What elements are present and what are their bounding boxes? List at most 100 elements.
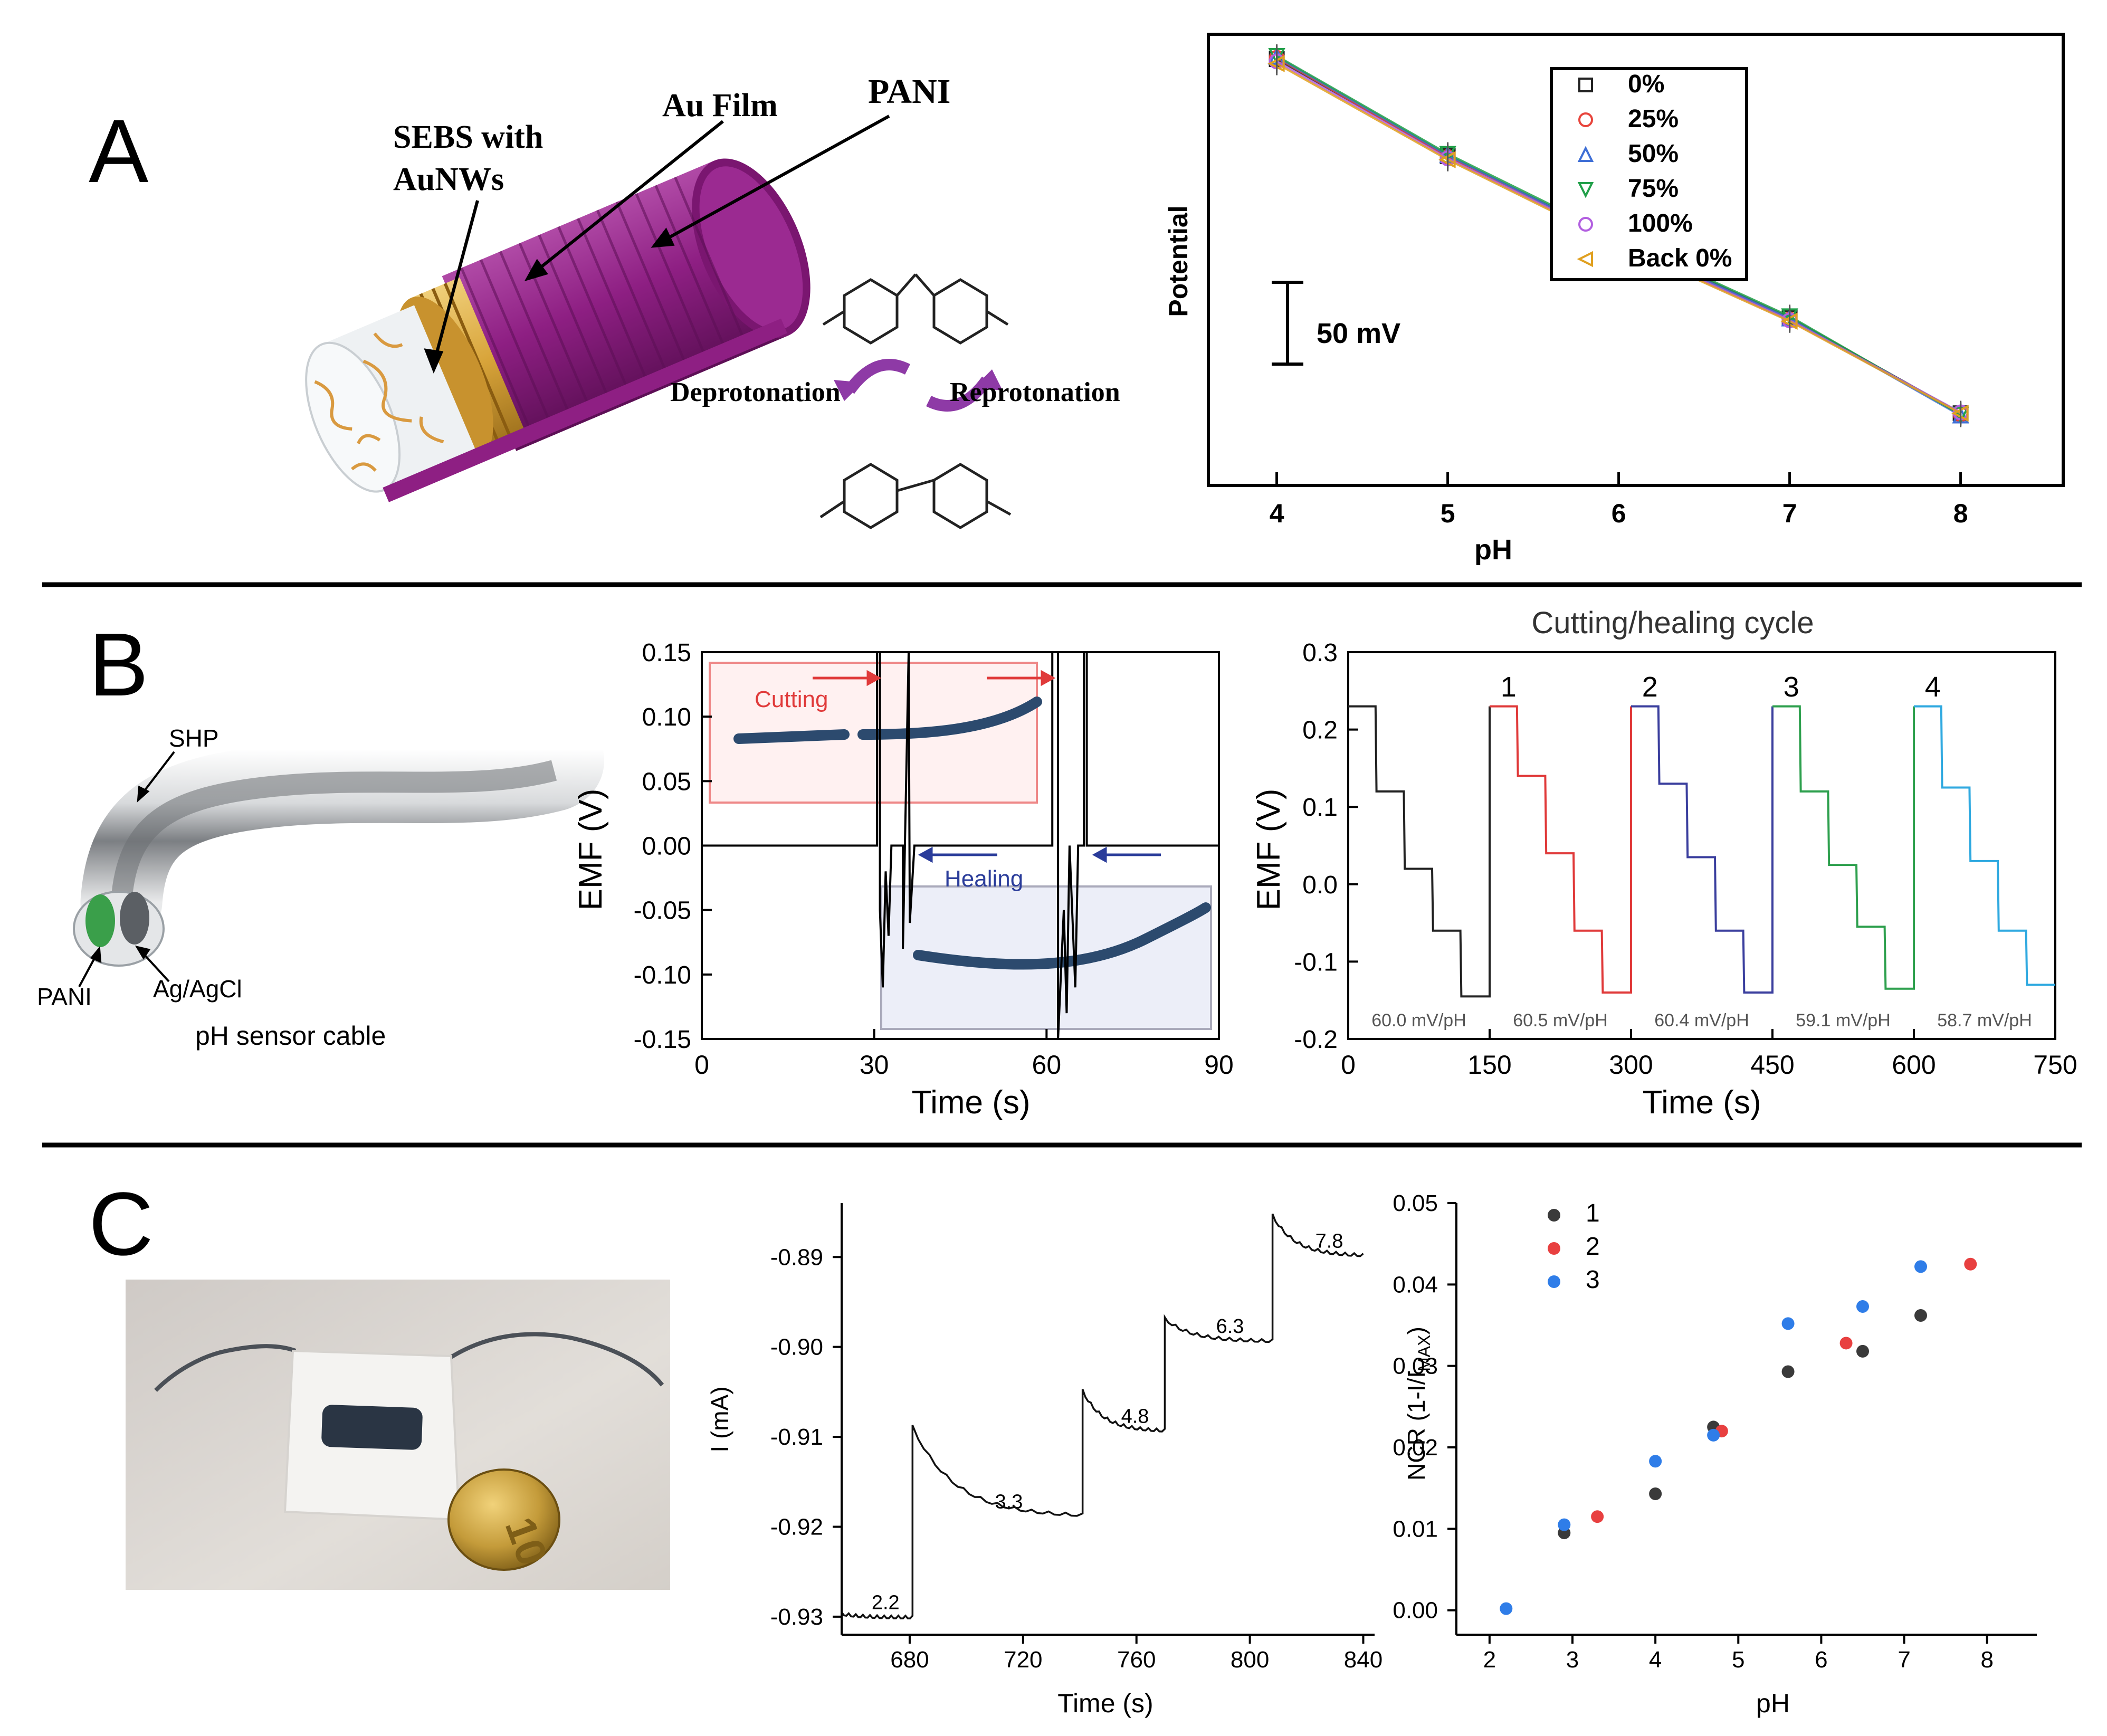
- y-tick-label: -0.15: [634, 1026, 691, 1054]
- ph-sensor-cable-illustration: SHP PANI Ag/AgCl pH sensor cable: [37, 708, 604, 1051]
- x-tick-label: 8: [1980, 1647, 1993, 1673]
- scale-bar: [1272, 281, 1303, 366]
- pani-label-a: PANI: [868, 72, 950, 111]
- step-label-6.3: 6.3: [1216, 1315, 1244, 1338]
- x-tick-label: 840: [1344, 1647, 1383, 1673]
- electrode-schematic: SEBS with AuNWs Au Film PANI Deprotonati…: [305, 72, 1120, 529]
- cycle-number-1: 1: [1501, 671, 1517, 703]
- pani-chemical-structure: [819, 273, 1012, 529]
- y-tick-label: 0.1: [1302, 794, 1338, 822]
- ncr-vs-ph-chart: 2 3 4 5 6 7 8 0.00 0.01 0.02 0.03 0.04 0.05 1 2 3 NCR …: [1393, 1190, 2037, 1718]
- x-tick-label: 0: [1341, 1050, 1356, 1080]
- healing-label: Healing: [945, 866, 1023, 892]
- legend-marker-1: [1548, 1209, 1560, 1222]
- slope-label-4: 58.7 mV/pH: [1937, 1010, 2032, 1031]
- x-tick-label: 800: [1231, 1647, 1269, 1673]
- panel-letter-c: C: [89, 1174, 154, 1274]
- legend-marker-3: [1548, 1275, 1560, 1288]
- legend-marker-2: [1548, 1242, 1560, 1255]
- cycle-number-2: 2: [1642, 671, 1658, 703]
- x-tick-label: 4: [1649, 1647, 1662, 1673]
- x-tick-label: 60: [1032, 1050, 1062, 1080]
- legend-label-3: 3: [1586, 1266, 1600, 1294]
- cycle-number-3: 3: [1784, 671, 1799, 703]
- x-tick-label: 5: [1732, 1647, 1744, 1673]
- current-vs-time-chart: 2.23.34.86.37.8 680 720 760 800 840-0.93-0.9…: [706, 1203, 1383, 1718]
- x-tick-label: 8: [1953, 499, 1968, 528]
- annotation-arrows: [424, 115, 890, 374]
- legend-marker-5: [1577, 251, 1593, 268]
- reprotonation-label: Reprotonation: [950, 377, 1120, 407]
- y-tick-label: -0.05: [634, 897, 691, 925]
- pani-label-b: PANI: [37, 983, 92, 1010]
- cutting-healing-cycle-chart: Cutting/healing cycle 60.0 mV/pH 1 60.5 mV…: [1251, 606, 2077, 1121]
- cutting-wire: [733, 697, 1042, 744]
- cycle-series-4: [1914, 705, 2055, 986]
- electrode-cylinder: [305, 158, 811, 502]
- legend-label-0: 0%: [1628, 70, 1664, 98]
- x-tick-label: 450: [1750, 1050, 1794, 1080]
- x-tick-label: 6: [1612, 499, 1626, 528]
- x-tick-label: 720: [1004, 1647, 1042, 1673]
- cycle-number-4: 4: [1925, 671, 1941, 703]
- x-tick-label: 5: [1441, 499, 1455, 528]
- sebs-label-line1: SEBS with: [393, 119, 543, 155]
- y-tick-label: 0.10: [642, 703, 691, 731]
- pani-coil-lines: [460, 176, 751, 444]
- healing-arrows: [918, 846, 1161, 863]
- current-trace: [841, 1213, 1364, 1619]
- legend-label-2: 2: [1586, 1233, 1600, 1261]
- y-tick-label: -0.91: [770, 1424, 823, 1450]
- cycle-series-0: [1348, 705, 1491, 998]
- y-tick-label: 0.05: [642, 768, 691, 796]
- y-tick-label: -0.10: [634, 961, 691, 989]
- y-tick-label: 0.01: [1393, 1516, 1438, 1542]
- slope-label-2: 60.4 mV/pH: [1654, 1010, 1749, 1031]
- x-tick-label: 7: [1782, 499, 1797, 528]
- step-label-7.8: 7.8: [1315, 1230, 1343, 1252]
- x-tick-label: 90: [1204, 1050, 1234, 1080]
- ag-agcl-label: Ag/AgCl: [153, 975, 242, 1003]
- au-film-label: Au Film: [662, 88, 778, 123]
- data-point-series-1: [1856, 1344, 1869, 1358]
- data-point-series-3: [1781, 1317, 1795, 1330]
- legend-marker-0: [1578, 78, 1593, 92]
- panel-letter-b: B: [89, 615, 148, 715]
- x-tick-label: 300: [1609, 1050, 1653, 1080]
- y-tick-label: -0.1: [1294, 948, 1338, 976]
- data-point-series-3: [1649, 1455, 1662, 1468]
- x-tick-label: 150: [1467, 1050, 1511, 1080]
- sensor-photo: 10: [126, 1280, 670, 1590]
- deprotonation-label: Deprotonation: [670, 377, 841, 407]
- chart-a-legend: 0% 25% 50% 75% 100% Back 0%: [1550, 67, 1748, 281]
- x-tick-label: 4: [1270, 499, 1284, 528]
- legend-label-4: 100%: [1628, 209, 1693, 237]
- emf-cutting-healing-chart: Cutting Healing 0 30 60 90 -0.15 -0.10 -0.05 0.…: [573, 639, 1234, 1121]
- y-tick-label: 0.2: [1302, 717, 1338, 745]
- y-tick-label: 0.04: [1393, 1272, 1438, 1298]
- x-tick-label: 680: [890, 1647, 929, 1673]
- x-tick-label: 600: [1892, 1050, 1936, 1080]
- x-tick-label: 760: [1117, 1647, 1156, 1673]
- step-label-4.8: 4.8: [1121, 1406, 1149, 1428]
- chart-c1-xlabel: Time (s): [1057, 1689, 1153, 1718]
- data-point-series-3: [1707, 1428, 1720, 1442]
- panel-letter-a: A: [89, 101, 149, 202]
- chart-b2-frame: [1347, 651, 2056, 1040]
- chart-b1-xlabel: Time (s): [912, 1084, 1031, 1121]
- legend-marker-1: [1578, 112, 1593, 127]
- sebs-label-line2: AuNWs: [393, 161, 504, 197]
- cutting-label: Cutting: [755, 686, 828, 712]
- printed-electrode: [321, 1405, 423, 1450]
- slope-label-1: 60.5 mV/pH: [1513, 1010, 1608, 1031]
- data-point-series-3: [1856, 1300, 1869, 1313]
- pani-strand: [85, 894, 115, 947]
- chart-b1-ylabel: EMF (V): [573, 789, 609, 911]
- chart-b2-title: Cutting/healing cycle: [1531, 606, 1814, 640]
- y-tick-label: -0.92: [770, 1514, 823, 1540]
- data-point-series-2: [1591, 1510, 1604, 1523]
- y-tick-label: 0.03: [1393, 1353, 1438, 1379]
- legend-marker-4: [1578, 217, 1593, 232]
- y-tick-label: -0.89: [770, 1244, 823, 1270]
